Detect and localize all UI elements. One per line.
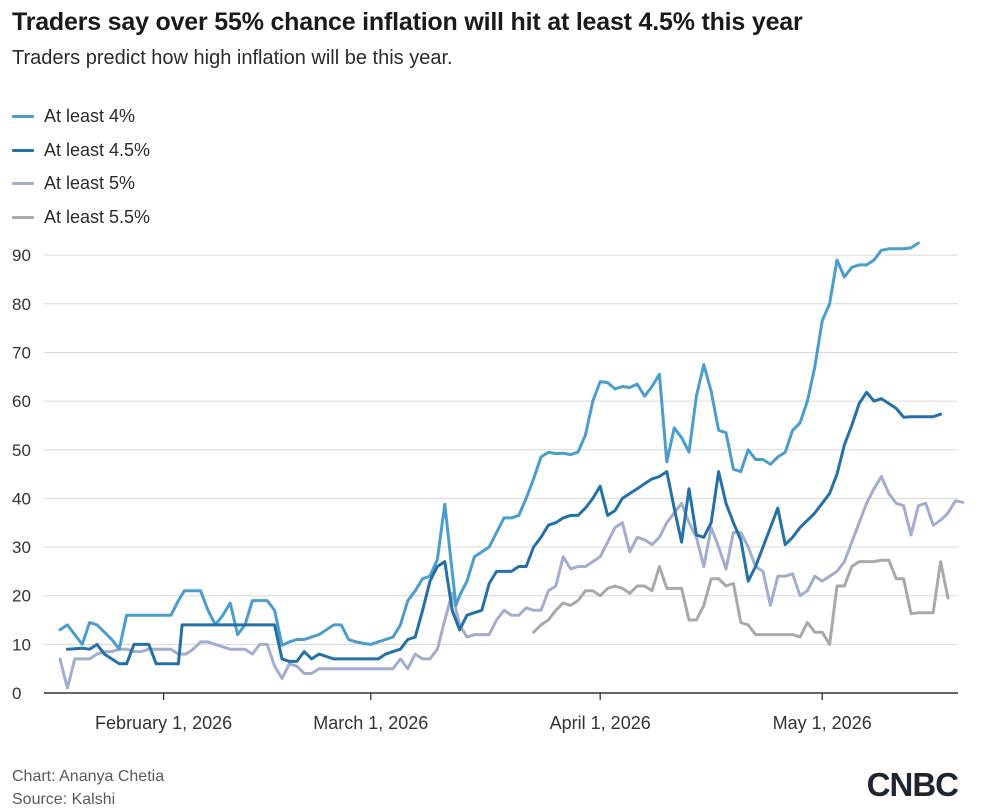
legend-label-at-least-4-5: At least 4.5%	[44, 139, 151, 160]
chart-subtitle: Traders predict how high inflation will …	[12, 47, 453, 69]
chart-footer: Chart: Ananya Chetia Source: Kalshi	[12, 765, 164, 811]
y-tick-label-60: 60	[12, 392, 31, 411]
x-tick-label-3: May 1, 2026	[773, 713, 872, 733]
series-line-1	[65, 390, 943, 666]
legend-swatch-at-least-4-5	[12, 148, 34, 152]
legend-swatch-at-least-5-5	[12, 215, 34, 219]
line-chart: 0 10 20 30 40 50 60 70 80 90 February 1, 2026 March…	[12, 241, 965, 733]
legend-item-at-least-5: At least 5%	[12, 167, 150, 201]
y-tick-label-10: 10	[12, 635, 31, 654]
chart-title: Traders say over 55% chance inflation wi…	[12, 8, 803, 36]
series-line-2	[58, 475, 965, 690]
chart-legend: At least 4% At least 4.5% At least 5% At…	[12, 100, 150, 234]
series-line-0	[58, 241, 920, 651]
y-tick-label-0: 0	[12, 684, 21, 703]
chart-source: Source: Kalshi	[12, 791, 116, 808]
y-tick-label-70: 70	[12, 343, 31, 362]
legend-item-at-least-4-5: At least 4.5%	[12, 134, 150, 168]
chart-credit: Chart: Ananya Chetia	[12, 768, 165, 785]
legend-swatch-at-least-4	[12, 115, 34, 119]
x-tick-label-1: March 1, 2026	[313, 713, 428, 733]
legend-label-at-least-5-5: At least 5.5%	[44, 206, 151, 227]
legend-item-at-least-4: At least 4%	[12, 100, 150, 134]
y-tick-label-50: 50	[12, 441, 31, 460]
y-tick-label-20: 20	[12, 587, 31, 606]
legend-swatch-at-least-5	[12, 182, 34, 186]
cnbc-logo: CNBC	[866, 766, 959, 803]
legend-label-at-least-4: At least 4%	[44, 106, 136, 127]
y-tick-label-80: 80	[12, 295, 31, 314]
legend-label-at-least-5: At least 5%	[44, 173, 136, 194]
series-line-3	[532, 558, 950, 646]
legend-item-at-least-5-5: At least 5.5%	[12, 201, 150, 235]
y-tick-label-40: 40	[12, 489, 31, 508]
y-tick-label-90: 90	[12, 246, 31, 265]
x-tick-label-0: February 1, 2026	[95, 713, 232, 733]
y-tick-label-30: 30	[12, 538, 31, 557]
x-tick-label-2: April 1, 2026	[550, 713, 651, 733]
